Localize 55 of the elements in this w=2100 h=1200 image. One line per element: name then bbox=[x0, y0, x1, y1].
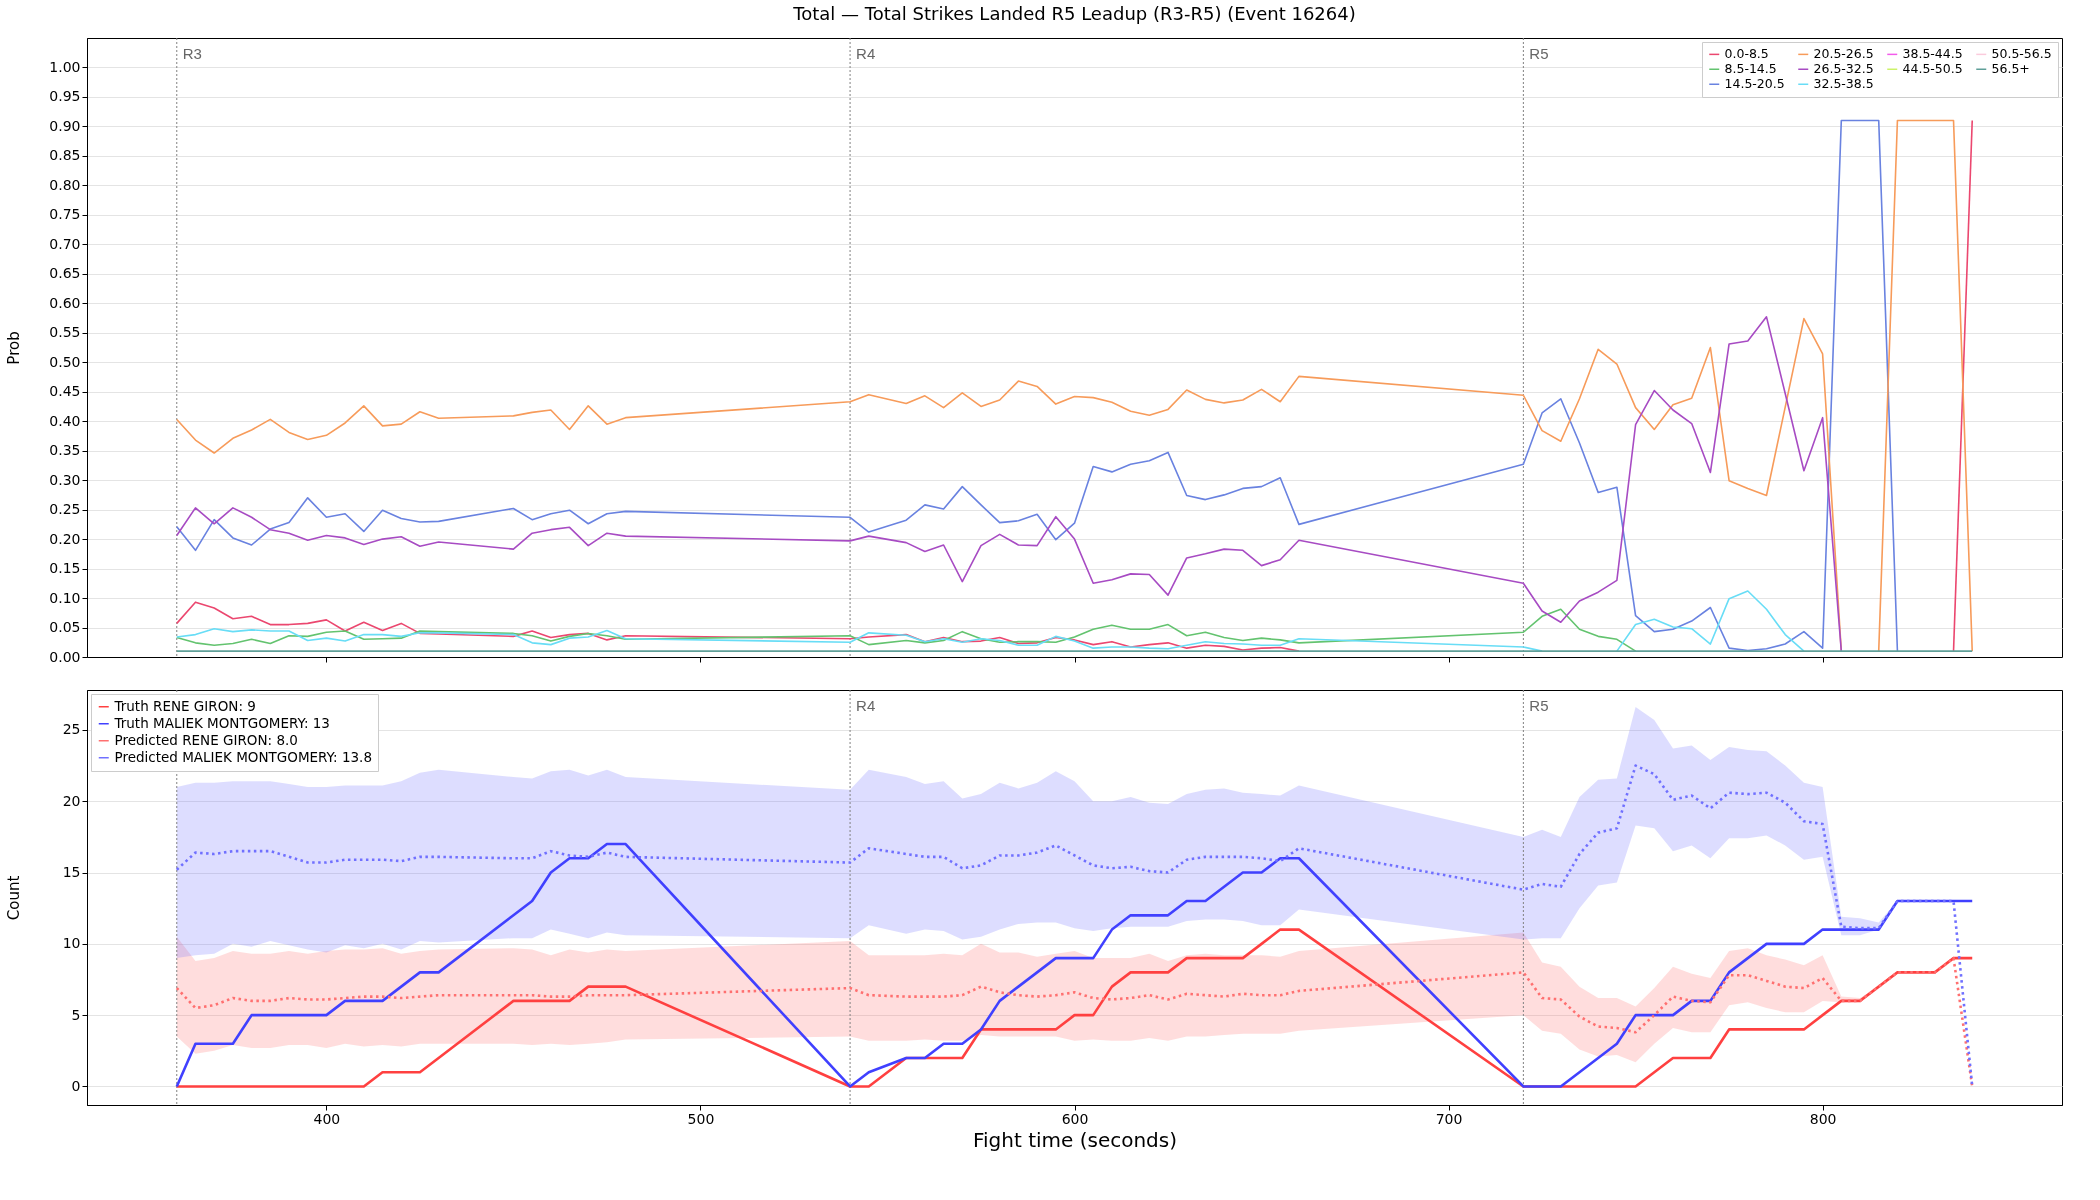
ref-line-label: R3 bbox=[182, 45, 202, 62]
y-tick-label: 0.10 bbox=[49, 589, 81, 606]
chart-title: Total — Total Strikes Landed R5 Leadup (R3-R5) (Event 16264) bbox=[792, 2, 1356, 24]
y-tick-label: 0.50 bbox=[49, 353, 81, 370]
y-tick-label: 25 bbox=[62, 721, 81, 738]
y-tick-label: 0.80 bbox=[49, 176, 81, 193]
y-tick-label: 0.85 bbox=[49, 147, 81, 164]
legend-label: Truth RENE GIRON: 9 bbox=[113, 697, 256, 714]
x-tick-label: 500 bbox=[687, 1110, 715, 1127]
y-tick-label: 0 bbox=[71, 1077, 81, 1094]
x-tick-label: 600 bbox=[1061, 1110, 1089, 1127]
y-tick-label: 5 bbox=[71, 1006, 81, 1023]
y-tick-label: 0.30 bbox=[49, 471, 81, 488]
y-tick-label: 0.55 bbox=[49, 324, 81, 341]
y-tick-label: 15 bbox=[62, 864, 81, 881]
y-tick-label: 0.45 bbox=[49, 383, 81, 400]
legend-label: Predicted MALIEK MONTGOMERY: 13.8 bbox=[114, 748, 372, 765]
y-tick-label: 0.60 bbox=[49, 294, 81, 311]
y-tick-label: 0.70 bbox=[49, 235, 81, 252]
y-axis-title: Count bbox=[4, 875, 23, 921]
ref-line-label: R5 bbox=[1529, 45, 1549, 62]
legend-label: 8.5-14.5 bbox=[1724, 61, 1777, 77]
y-tick-label: 0.35 bbox=[49, 442, 81, 459]
legend-label: 14.5-20.5 bbox=[1724, 76, 1785, 92]
y-tick-label: 0.15 bbox=[49, 560, 81, 577]
y-tick-label: 1.00 bbox=[49, 58, 81, 75]
y-tick-label: 0.65 bbox=[49, 265, 81, 282]
legend-label: 20.5-26.5 bbox=[1813, 46, 1874, 62]
y-tick-label: 10 bbox=[62, 935, 81, 952]
legend-label: 50.5-56.5 bbox=[1991, 46, 2052, 62]
y-tick-label: 0.95 bbox=[49, 88, 81, 105]
ref-line-label: R5 bbox=[1529, 697, 1549, 714]
legend-label: 0.0-8.5 bbox=[1724, 46, 1769, 62]
legend-label: 26.5-32.5 bbox=[1813, 61, 1874, 77]
y-tick-label: 0.40 bbox=[49, 412, 81, 429]
legend-label: 56.5+ bbox=[1991, 61, 2030, 77]
legend-label: 38.5-44.5 bbox=[1902, 46, 1963, 62]
y-axis-title: Prob bbox=[4, 331, 23, 365]
x-tick-label: 800 bbox=[1809, 1110, 1837, 1127]
x-tick-label: 700 bbox=[1435, 1110, 1463, 1127]
legend-label: Truth MALIEK MONTGOMERY: 13 bbox=[113, 714, 330, 731]
legend-label: 32.5-38.5 bbox=[1813, 76, 1874, 92]
x-tick-label: 400 bbox=[313, 1110, 341, 1127]
y-tick-label: 0.05 bbox=[49, 619, 81, 636]
y-tick-label: 0.75 bbox=[49, 206, 81, 223]
y-tick-label: 0.90 bbox=[49, 117, 81, 134]
y-tick-label: 0.25 bbox=[49, 501, 81, 518]
legend-label: 44.5-50.5 bbox=[1902, 61, 1963, 77]
x-axis-title: Fight time (seconds) bbox=[972, 1127, 1178, 1152]
y-tick-label: 0.20 bbox=[49, 530, 81, 547]
y-tick-label: 20 bbox=[62, 792, 81, 809]
legend-label: Predicted RENE GIRON: 8.0 bbox=[114, 731, 298, 748]
y-tick-label: 0.00 bbox=[49, 648, 81, 665]
ref-line-label: R4 bbox=[856, 45, 876, 62]
ref-line-label: R4 bbox=[856, 697, 876, 714]
